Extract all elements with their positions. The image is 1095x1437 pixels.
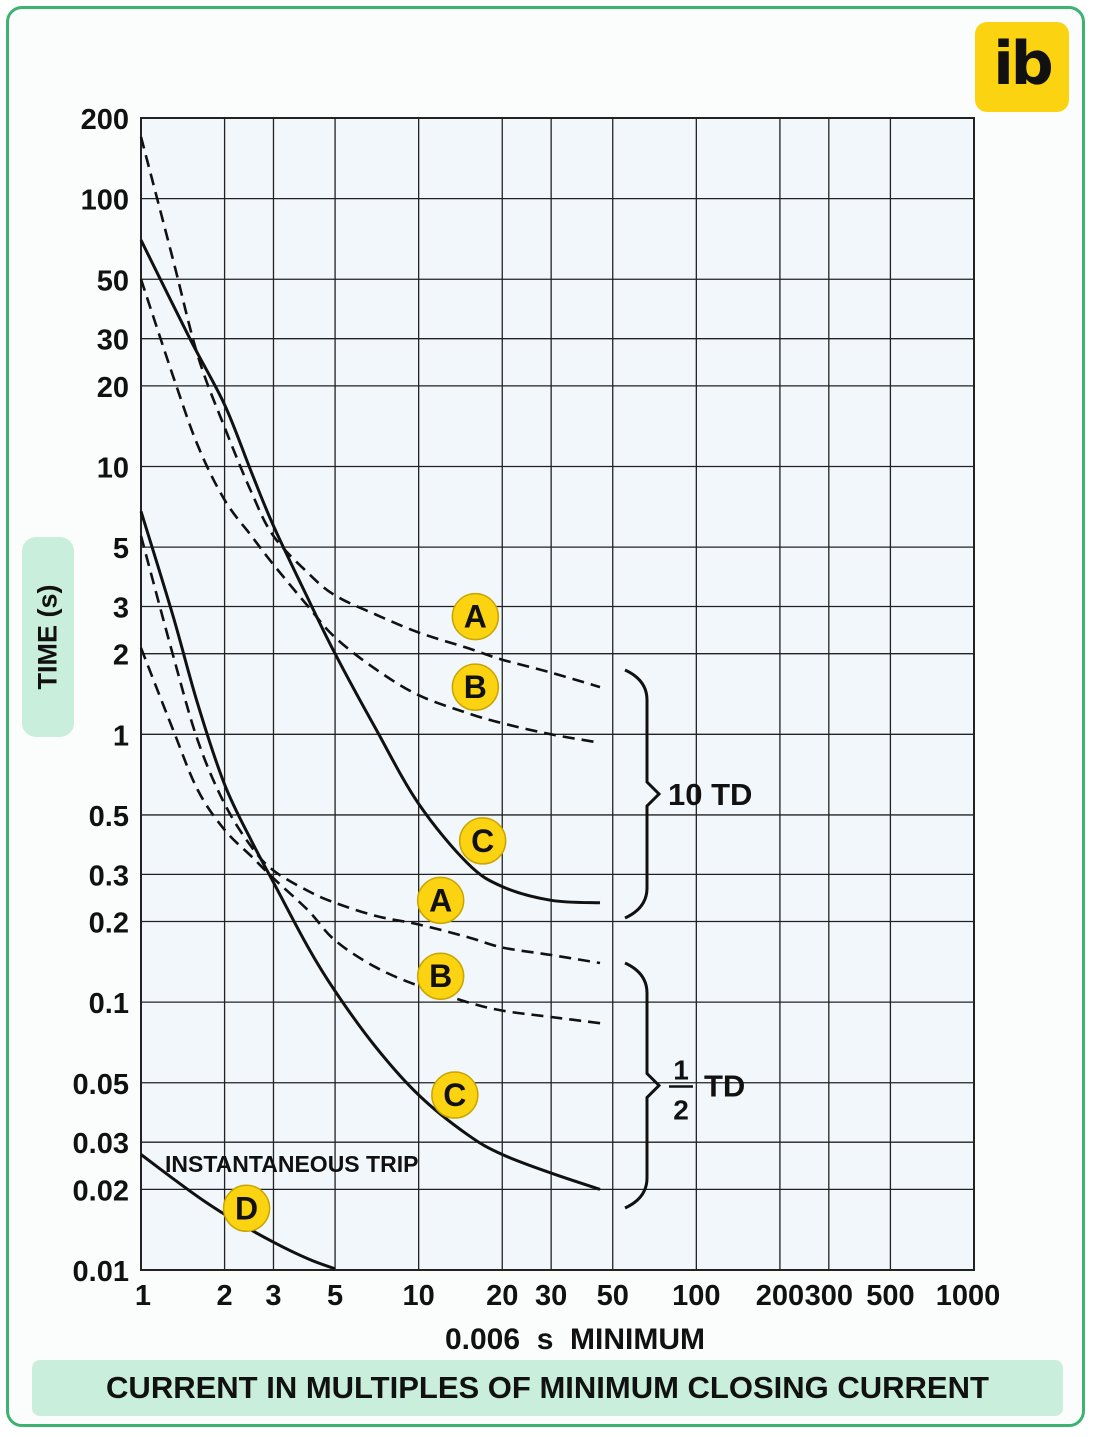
x-tick-label: 1000: [936, 1280, 1001, 1312]
y-tick-label: 0.03: [73, 1128, 129, 1160]
marker-circle-c: [431, 1071, 479, 1119]
y-tick-label: 0.01: [73, 1256, 129, 1288]
x-tick-label: 2: [217, 1280, 233, 1312]
marker-circle-c: [458, 817, 507, 865]
marker-label: A: [429, 882, 452, 918]
y-tick-label: 2: [113, 640, 129, 672]
marker-label: C: [443, 1077, 466, 1113]
x-axis-label: CURRENT IN MULTIPLES OF MINIMUM CLOSING …: [106, 1370, 989, 1405]
marker-circle-a: [416, 876, 465, 925]
td-braces: [624, 668, 662, 1210]
y-tick-label: 10: [97, 452, 129, 484]
grid: [140, 117, 975, 1271]
x-axis-label-bar: CURRENT IN MULTIPLES OF MINIMUM CLOSING …: [32, 1360, 1063, 1416]
y-axis-label-pill: TIME (s): [22, 537, 74, 737]
curves: [139, 136, 606, 1271]
ten-td-label: 10 TD: [668, 777, 752, 812]
x-tick-label: 20: [486, 1280, 518, 1312]
x-tick-label: 50: [597, 1280, 629, 1312]
y-tick-label: 1: [113, 720, 129, 752]
marker-circle-b: [451, 663, 500, 711]
curve-a-1-2-td: [139, 535, 601, 965]
chart-svg: 0.010.020.030.050.10.20.30.5123510203050…: [73, 104, 1001, 1356]
curve-c-1-2-td: [139, 510, 601, 1191]
annotations: INSTANTANEOUS TRIP 10 TD 1 2 TD: [165, 777, 752, 1177]
y-tick-label: 0.2: [89, 908, 129, 940]
y-tick-label: 0.05: [73, 1069, 129, 1101]
y-tick-label: 0.3: [89, 860, 129, 892]
marker-label: B: [464, 669, 487, 705]
curve-a-10-td: [139, 136, 601, 689]
marker-label: B: [429, 958, 452, 994]
half-td-denominator: 2: [673, 1095, 689, 1126]
brace: [624, 668, 662, 920]
x-axis-sublabel: 0.006 s MINIMUM: [445, 1323, 705, 1356]
y-tick-label: 30: [97, 325, 129, 357]
marker-circle-b: [416, 952, 465, 1000]
y-tick-label: 20: [97, 372, 129, 404]
marker-label: A: [464, 599, 487, 635]
x-tick-label: 300: [805, 1280, 853, 1312]
half-td-suffix: TD: [704, 1069, 745, 1104]
plot-area: [140, 117, 975, 1271]
y-tick-label: 0.5: [89, 801, 129, 833]
x-tick-label: 10: [403, 1280, 435, 1312]
y-tick-label: 200: [81, 104, 129, 136]
marker-label: C: [471, 823, 494, 859]
y-tick-label: 5: [113, 533, 129, 565]
marker-circle-d: [222, 1184, 271, 1233]
y-tick-labels: 0.01 0.02 0.03 0.05 0.1 0.2 0.3 0.5 1 2 3 5 10 20 30 50…: [73, 104, 129, 1288]
y-tick-label: 100: [81, 185, 129, 217]
half-td-numerator: 1: [673, 1055, 689, 1086]
x-tick-label: 1: [135, 1280, 151, 1312]
x-tick-label: 5: [327, 1280, 343, 1312]
y-tick-label: 3: [113, 593, 129, 625]
brace: [624, 961, 662, 1210]
logo-text: ib: [993, 29, 1053, 99]
curve-b-1-2-td: [139, 647, 606, 1026]
marker-circle-a: [451, 592, 500, 641]
x-tick-label: 30: [535, 1280, 567, 1312]
y-tick-label: 0.02: [73, 1175, 129, 1207]
instantaneous-trip-label: INSTANTANEOUS TRIP: [165, 1151, 418, 1177]
x-tick-label: 500: [866, 1280, 914, 1312]
ib-logo: ib: [975, 22, 1069, 112]
y-tick-label: 0.1: [89, 988, 129, 1020]
x-tick-label: 100: [672, 1280, 720, 1312]
x-tick-label: 200: [756, 1280, 804, 1312]
y-tick-label: 50: [97, 265, 129, 297]
curve-c-10-td: [139, 239, 601, 905]
marker-label: D: [235, 1190, 258, 1226]
x-tick-labels: 1 2 3 5 10 20 30 50 100 200 300 500 1000: [135, 1280, 1000, 1312]
x-tick-label: 3: [265, 1280, 281, 1312]
